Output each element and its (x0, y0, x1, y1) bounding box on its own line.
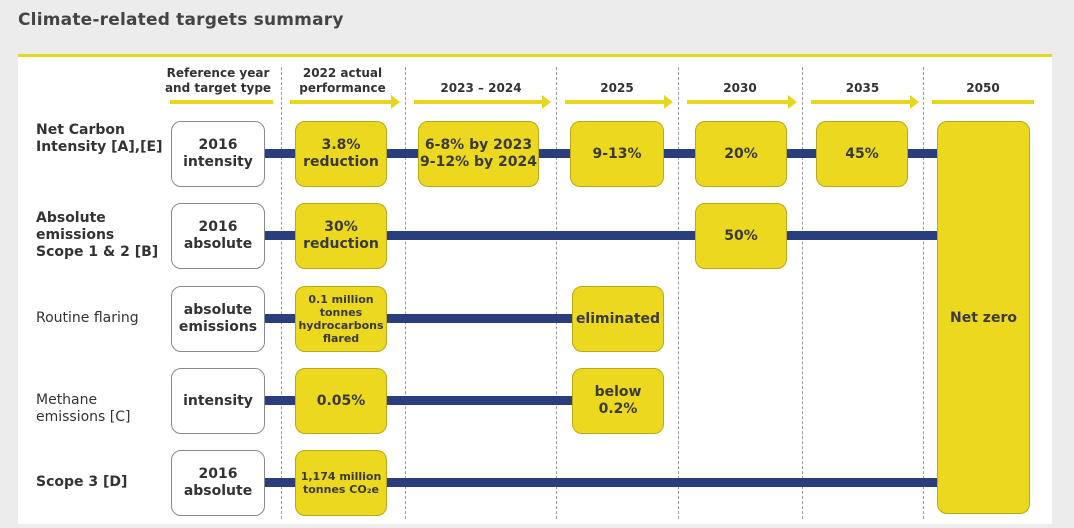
actual-performance-box: 0.1 million tonnes hydrocarbons flared (295, 286, 387, 352)
box-line: below (594, 384, 642, 400)
box-line: 50% (724, 227, 758, 244)
actual-performance-box: 0.05% (295, 368, 387, 434)
header-arrow (414, 95, 551, 109)
row-label-line: Absolute (36, 210, 106, 226)
target-2025-box: eliminated (572, 286, 664, 352)
column-divider (678, 67, 679, 519)
box-line: 30% (324, 219, 358, 235)
box-line: eliminated (575, 310, 661, 327)
column-header-line: and target type (164, 81, 272, 95)
actual-performance-box: 1,174 million tonnes CO₂e (295, 450, 387, 516)
box-line: 45% (845, 145, 879, 162)
column-header-reference: Reference year and target type (163, 66, 273, 96)
target-2025-box: below 0.2% (572, 368, 664, 434)
box-line: reduction (303, 236, 379, 252)
box-line: emissions (178, 319, 258, 335)
target-2023-2024-box: 6-8% by 2023 9-12% by 2024 (418, 121, 539, 187)
column-divider (405, 67, 406, 519)
row-label-net-carbon-intensity: Net Carbon Intensity [A],[E] (36, 122, 162, 156)
page-title: Climate-related targets summary (18, 10, 344, 30)
box-line: 0.05% (316, 392, 366, 409)
column-header-line: performance (299, 81, 386, 95)
column-header-2050: 2050 (966, 81, 1000, 95)
box-line: intensity (183, 392, 253, 409)
actual-performance-box: 30% reduction (295, 203, 387, 269)
row-connector-bar (250, 396, 580, 405)
row-label-line: Net Carbon (36, 122, 126, 138)
row-label-line: Intensity [A],[E] (36, 139, 163, 155)
column-divider (556, 67, 557, 519)
header-underline (932, 100, 1034, 104)
column-divider (923, 67, 924, 519)
header-arrow (290, 95, 400, 109)
box-line: hydrocarbons (298, 319, 384, 332)
reference-box: 2016 absolute (171, 203, 265, 269)
target-2050-net-zero-box: Net zero (937, 121, 1030, 514)
box-line: absolute (183, 236, 253, 252)
box-line: reduction (303, 154, 379, 170)
column-header-line: Reference year (166, 66, 270, 80)
column-divider (802, 67, 803, 519)
box-line: 1,174 million (300, 470, 382, 483)
column-header-2023-2024: 2023 – 2024 (440, 81, 522, 95)
row-label-line: emissions (36, 227, 115, 243)
target-2025-box: 9-13% (570, 121, 664, 187)
target-2035-box: 45% (816, 121, 908, 187)
box-line: tonnes (319, 306, 363, 319)
column-header-actual: 2022 actual performance (285, 66, 400, 96)
header-arrow (687, 95, 797, 109)
header-underline (170, 100, 273, 104)
box-line: 2016 (198, 466, 238, 482)
box-line: absolute (183, 483, 253, 499)
target-2030-box: 20% (695, 121, 787, 187)
box-line: 9-12% by 2024 (420, 154, 537, 170)
header-arrow (811, 95, 919, 109)
box-line: 6-8% by 2023 (424, 137, 533, 153)
row-label-line: emissions [C] (36, 409, 131, 425)
column-header-2035: 2035 (845, 81, 880, 95)
row-label-routine-flaring: Routine flaring (36, 310, 139, 326)
box-line: 2016 (198, 219, 238, 235)
row-label-line: Methane (36, 392, 98, 408)
column-divider (281, 67, 282, 519)
actual-performance-box: 3.8% reduction (295, 121, 387, 187)
row-connector-bar (250, 478, 940, 487)
row-label-absolute-emissions: Absolute emissions Scope 1 & 2 [B] (36, 210, 158, 261)
row-label-scope-3: Scope 3 [D] (36, 474, 128, 490)
header-arrow (565, 95, 673, 109)
box-line: 20% (724, 145, 758, 162)
row-label-line: Scope 1 & 2 [B] (36, 244, 159, 260)
row-label-methane-emissions: Methane emissions [C] (36, 392, 131, 426)
box-line: 9-13% (592, 145, 642, 162)
target-2030-box: 50% (695, 203, 787, 269)
reference-box: 2016 intensity (171, 121, 265, 187)
reference-box: 2016 absolute (171, 450, 265, 516)
box-line: 0.1 million (308, 293, 374, 306)
box-line: absolute (183, 302, 253, 318)
box-line: intensity (183, 154, 253, 170)
column-header-2030: 2030 (723, 81, 757, 95)
column-header-2025: 2025 (600, 81, 634, 95)
row-connector-bar (250, 231, 940, 240)
box-line: flared (322, 332, 360, 345)
row-connector-bar (250, 314, 580, 323)
box-line: 3.8% (321, 137, 361, 153)
reference-box: intensity (171, 368, 265, 434)
box-line: tonnes CO₂e (302, 483, 380, 496)
reference-box: absolute emissions (171, 286, 265, 352)
box-line: 2016 (198, 137, 238, 153)
box-line: 0.2% (598, 401, 638, 417)
column-header-line: 2022 actual (302, 66, 383, 80)
